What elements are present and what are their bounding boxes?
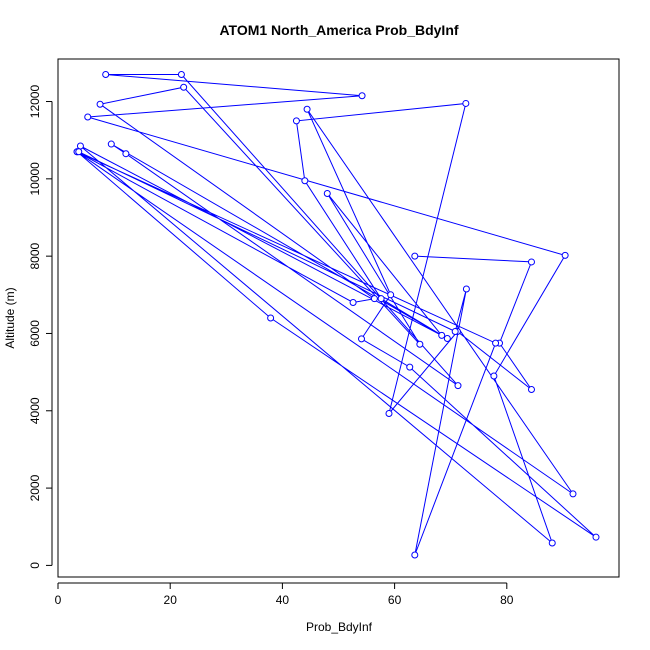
y-tick-label: 10000	[28, 162, 42, 196]
data-point	[462, 285, 470, 293]
x-axis: 0 20 40 60 80	[55, 582, 514, 607]
data-point	[492, 339, 500, 347]
chart-title: ATOM1 North_America Prob_BdyInf	[219, 22, 458, 38]
data-point	[385, 409, 393, 417]
data-point	[548, 539, 556, 547]
y-axis: 0 2000 4000 6000 8000 10000 12000	[28, 85, 53, 569]
data-point	[454, 382, 462, 390]
data-point	[303, 105, 311, 113]
series-line	[76, 74, 597, 556]
data-point	[411, 252, 419, 260]
y-tick-label: 12000	[28, 85, 42, 119]
x-tick-label: 0	[55, 593, 62, 607]
data-point	[406, 363, 414, 371]
data-point	[84, 113, 92, 121]
y-tick-label: 2000	[28, 474, 42, 501]
data-point	[377, 295, 385, 303]
plot-frame	[57, 58, 620, 578]
data-point	[438, 331, 446, 339]
data-point	[323, 190, 331, 198]
y-tick-label: 0	[28, 562, 42, 569]
data-point	[358, 92, 366, 100]
x-tick-label: 20	[164, 593, 178, 607]
data-points	[73, 70, 600, 559]
data-point	[387, 291, 395, 299]
y-axis-label: Altitude (m)	[3, 287, 17, 348]
data-point	[561, 251, 569, 259]
data-point	[349, 299, 357, 307]
data-point	[527, 258, 535, 266]
data-point	[107, 140, 115, 148]
data-point	[122, 150, 130, 158]
x-tick-label: 60	[388, 593, 402, 607]
data-point	[569, 490, 577, 498]
data-point	[75, 148, 83, 156]
data-point	[180, 83, 188, 91]
data-point	[527, 386, 535, 394]
data-point	[451, 328, 459, 336]
data-point	[416, 340, 424, 348]
data-point	[76, 142, 84, 150]
data-point	[177, 70, 185, 78]
data-point	[96, 100, 104, 108]
x-tick-label: 40	[276, 593, 290, 607]
data-point	[301, 177, 309, 185]
data-point	[292, 117, 300, 125]
y-tick-label: 6000	[28, 320, 42, 347]
data-point	[592, 533, 600, 541]
y-tick-label: 4000	[28, 397, 42, 424]
x-axis-label: Prob_BdyInf	[306, 620, 373, 634]
data-point	[443, 334, 451, 342]
data-point	[358, 335, 366, 343]
data-point	[102, 70, 110, 78]
data-point	[462, 99, 470, 107]
x-tick-label: 80	[500, 593, 514, 607]
data-point	[490, 372, 498, 380]
data-point	[411, 551, 419, 559]
data-point	[370, 295, 378, 303]
y-tick-label: 8000	[28, 242, 42, 269]
data-point	[267, 314, 275, 322]
